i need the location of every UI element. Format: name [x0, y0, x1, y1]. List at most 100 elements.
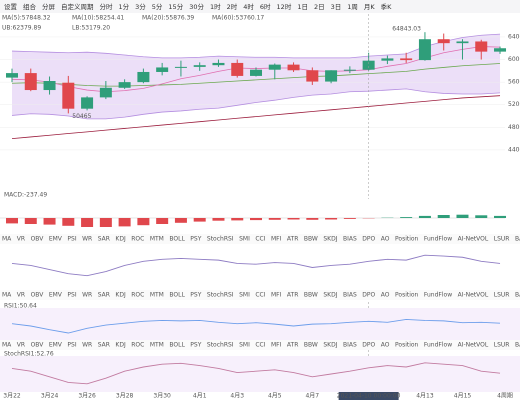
indicator-tab[interactable]: BBW: [304, 342, 318, 349]
toolbar-item[interactable]: 分时: [100, 2, 114, 11]
indicator-tab[interactable]: ROC: [131, 342, 144, 349]
indicator-tab[interactable]: SMI: [239, 342, 250, 349]
indicator-tab[interactable]: StochRSI: [207, 236, 234, 243]
indicator-tab[interactable]: ATR: [287, 342, 298, 349]
indicator-tab[interactable]: AO: [381, 292, 390, 299]
toolbar-item[interactable]: 15分: [168, 2, 183, 11]
indicator-tab[interactable]: FundFlow: [424, 292, 452, 299]
indicator-tab[interactable]: MTM: [150, 292, 164, 299]
toolbar-item[interactable]: 6时: [260, 2, 271, 11]
indicator-tab[interactable]: BIAS: [343, 342, 357, 349]
indicator-tab[interactable]: AO: [381, 236, 390, 243]
indicator-tab[interactable]: VR: [17, 292, 25, 299]
indicator-tab[interactable]: ROC: [131, 236, 144, 243]
indicator-tab[interactable]: SAR: [98, 236, 110, 243]
indicator-tab[interactable]: MTM: [150, 236, 164, 243]
indicator-tab[interactable]: CCI: [255, 292, 265, 299]
indicator-tab[interactable]: MA: [2, 236, 12, 243]
indicator-tab[interactable]: DPO: [362, 292, 375, 299]
indicator-tab[interactable]: LSUR: [494, 236, 510, 243]
toolbar-item[interactable]: 3日: [331, 3, 342, 11]
indicator-tab[interactable]: SMI: [239, 236, 250, 243]
indicator-tab[interactable]: FundFlow: [424, 342, 452, 349]
indicator-tab[interactable]: SKDJ: [323, 236, 337, 243]
toolbar-item[interactable]: 月K: [364, 3, 376, 11]
indicator-tab[interactable]: SKDJ: [323, 342, 337, 349]
indicator-tab[interactable]: OBV: [31, 342, 45, 349]
indicator-tab[interactable]: VR: [17, 236, 25, 243]
toolbar-item[interactable]: 1日: [297, 3, 308, 11]
indicator-tab[interactable]: OBV: [31, 292, 45, 299]
indicator-tab[interactable]: DPO: [362, 342, 375, 349]
indicator-tab[interactable]: AI-NetVOL: [458, 236, 489, 243]
indicator-tab[interactable]: WR: [82, 292, 92, 299]
indicator-tab[interactable]: MFI: [271, 236, 282, 243]
toolbar-item[interactable]: 设置: [4, 2, 18, 11]
indicator-tab[interactable]: PSI: [67, 236, 76, 243]
indicator-tab[interactable]: EMV: [49, 342, 63, 349]
indicator-tab[interactable]: MTM: [150, 342, 164, 349]
indicator-tab[interactable]: MFI: [271, 292, 282, 299]
indicator-tab[interactable]: Position: [395, 342, 419, 349]
toolbar-item[interactable]: 分屏: [42, 2, 56, 11]
indicator-tab[interactable]: BBW: [304, 236, 318, 243]
toolbar-item[interactable]: 2日: [314, 3, 325, 11]
indicator-tab[interactable]: BIAS: [343, 236, 357, 243]
indicator-tab[interactable]: KDJ: [115, 236, 126, 243]
indicator-tab[interactable]: EMV: [49, 236, 63, 243]
toolbar-item[interactable]: 5分: [152, 2, 163, 11]
indicator-tab[interactable]: KDJ: [115, 342, 126, 349]
indicator-tab[interactable]: AO: [381, 342, 390, 349]
indicator-tab[interactable]: PSI: [67, 292, 76, 299]
indicator-tab[interactable]: WR: [82, 342, 92, 349]
indicator-tab[interactable]: BASIS: [515, 292, 520, 299]
toolbar-item[interactable]: 30分: [189, 2, 204, 11]
indicator-tab[interactable]: SMI: [239, 292, 250, 299]
indicator-tab[interactable]: SAR: [98, 292, 110, 299]
indicator-tab[interactable]: ROC: [131, 292, 144, 299]
indicator-tab[interactable]: MA: [2, 292, 12, 299]
toolbar-item[interactable]: 3分: [135, 2, 146, 11]
indicator-tab[interactable]: DPO: [362, 236, 375, 243]
indicator-tab[interactable]: CCI: [255, 236, 265, 243]
toolbar-item[interactable]: 4时: [243, 2, 254, 11]
indicator-tab[interactable]: BOLL: [169, 292, 185, 299]
indicator-tab[interactable]: KDJ: [115, 292, 126, 299]
indicator-tab[interactable]: SKDJ: [323, 292, 337, 299]
indicator-tab[interactable]: AI-NetVOL: [458, 292, 489, 299]
indicator-tab[interactable]: BOLL: [169, 236, 185, 243]
indicator-tab[interactable]: CCI: [255, 342, 265, 349]
indicator-tab[interactable]: Position: [395, 236, 419, 243]
indicator-tab[interactable]: EMV: [49, 292, 63, 299]
indicator-tab[interactable]: WR: [82, 236, 92, 243]
toolbar-item[interactable]: 组合: [23, 2, 37, 11]
indicator-tab[interactable]: LSUR: [494, 292, 510, 299]
indicator-tab[interactable]: StochRSI: [207, 342, 234, 349]
indicator-tab[interactable]: ATR: [287, 236, 298, 243]
indicator-tab[interactable]: StochRSI: [207, 292, 234, 299]
indicator-tab[interactable]: VR: [17, 342, 25, 349]
indicator-tab[interactable]: BOLL: [169, 342, 185, 349]
indicator-tab[interactable]: PSY: [190, 236, 201, 243]
indicator-tab[interactable]: LSUR: [494, 342, 510, 349]
indicator-tab[interactable]: ATR: [287, 292, 298, 299]
toolbar-item[interactable]: 12时: [277, 2, 292, 11]
indicator-tab[interactable]: BIAS: [343, 292, 357, 299]
indicator-tab[interactable]: SAR: [98, 342, 110, 349]
toolbar-item[interactable]: 自定义周期: [61, 2, 94, 11]
toolbar-item[interactable]: 季K: [381, 2, 393, 11]
toolbar-item[interactable]: 1周: [347, 3, 358, 11]
toolbar-item[interactable]: 1分: [119, 2, 130, 11]
indicator-tab[interactable]: AI-NetVOL: [458, 342, 489, 349]
toolbar-item[interactable]: 1时: [210, 2, 221, 11]
indicator-tab[interactable]: MA: [2, 342, 12, 349]
indicator-tab[interactable]: PSI: [67, 342, 76, 349]
indicator-tab[interactable]: PSY: [190, 292, 201, 299]
indicator-tab[interactable]: BASIS: [515, 342, 520, 349]
indicator-tab[interactable]: OBV: [31, 236, 45, 243]
indicator-tab[interactable]: PSY: [190, 342, 201, 349]
indicator-tab[interactable]: BBW: [304, 292, 318, 299]
indicator-tab[interactable]: BASIS: [515, 236, 520, 243]
indicator-tab[interactable]: MFI: [271, 342, 282, 349]
indicator-tab[interactable]: FundFlow: [424, 236, 452, 243]
